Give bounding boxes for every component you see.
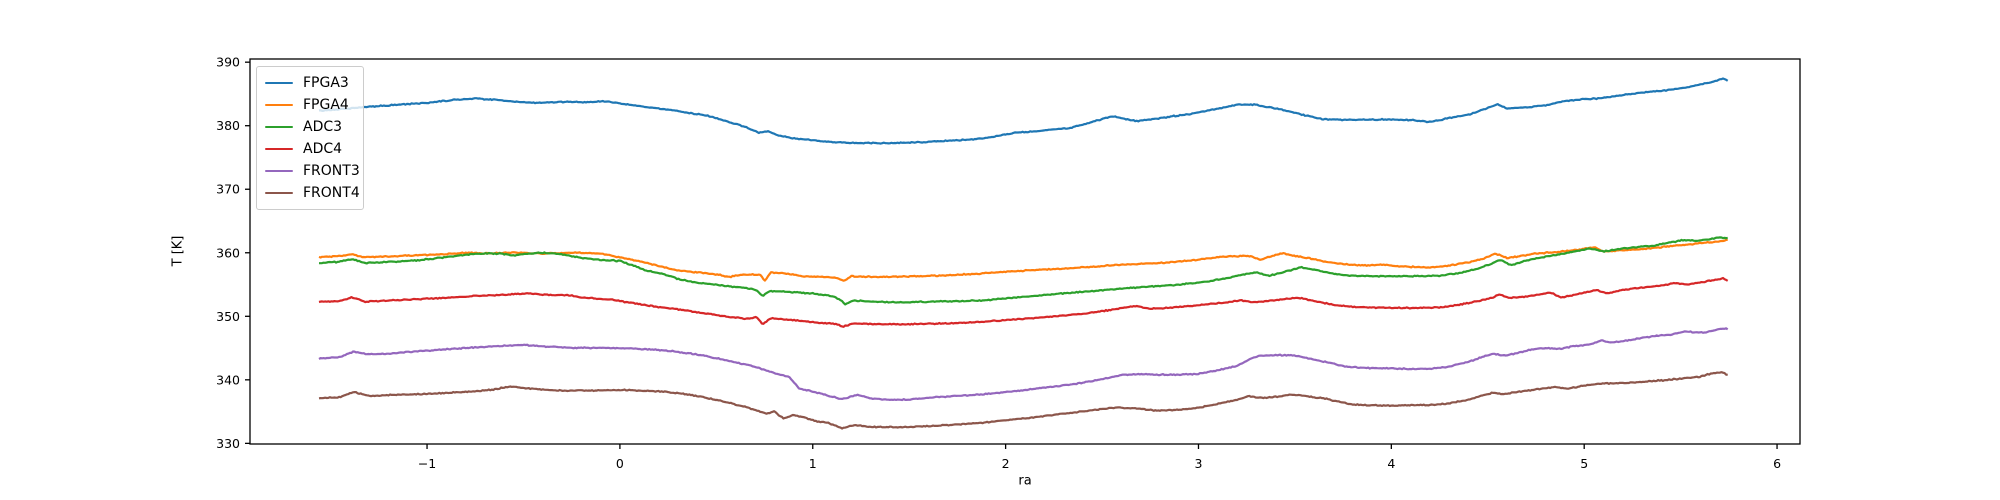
series-line-fpga4 bbox=[318, 238, 1728, 282]
legend-line-swatch bbox=[265, 191, 293, 195]
y-axis-label: T [K] bbox=[170, 235, 186, 267]
x-tick-label: −1 bbox=[418, 456, 436, 471]
legend-line-swatch bbox=[265, 125, 293, 129]
legend-item-adc3: ADC3 bbox=[265, 116, 363, 138]
legend-item-front4: FRONT4 bbox=[265, 182, 363, 204]
legend-line-swatch bbox=[265, 103, 293, 107]
x-tick-label: 2 bbox=[1002, 456, 1010, 471]
legend-line-swatch bbox=[265, 81, 293, 85]
y-tick-label: 340 bbox=[216, 372, 240, 387]
legend-label: FPGA3 bbox=[303, 75, 349, 91]
y-tick-label: 350 bbox=[216, 309, 240, 324]
y-tick-label: 390 bbox=[216, 55, 240, 70]
x-tick-label: 1 bbox=[809, 456, 817, 471]
legend-label: ADC4 bbox=[303, 141, 343, 157]
y-tick-label: 380 bbox=[216, 118, 240, 133]
legend-line-swatch bbox=[265, 169, 293, 173]
series-line-front3 bbox=[318, 327, 1729, 402]
series-line-adc4 bbox=[318, 276, 1729, 328]
x-tick-label: 4 bbox=[1387, 456, 1395, 471]
legend-item-fpga3: FPGA3 bbox=[265, 72, 363, 94]
series-line-fpga3 bbox=[318, 77, 1729, 145]
y-tick-label: 330 bbox=[216, 436, 240, 451]
series-line-adc3 bbox=[319, 236, 1728, 306]
series-line-front4 bbox=[318, 371, 1728, 430]
legend: FPGA3 FPGA4 ADC3 ADC4 FRONT3 FRONT4 bbox=[256, 66, 364, 210]
legend-item-fpga4: FPGA4 bbox=[265, 94, 363, 116]
y-tick-label: 370 bbox=[216, 182, 240, 197]
legend-line-swatch bbox=[265, 147, 293, 151]
legend-label: ADC3 bbox=[303, 119, 343, 135]
y-tick-label: 360 bbox=[216, 245, 240, 260]
x-axis-label: ra bbox=[1018, 473, 1032, 489]
legend-item-adc4: ADC4 bbox=[265, 138, 363, 160]
legend-item-front3: FRONT3 bbox=[265, 160, 363, 182]
legend-label: FRONT3 bbox=[303, 163, 360, 179]
x-tick-label: 6 bbox=[1773, 456, 1781, 471]
legend-label: FPGA4 bbox=[303, 97, 349, 113]
legend-label: FRONT4 bbox=[303, 185, 360, 201]
x-tick-label: 0 bbox=[616, 456, 624, 471]
x-tick-label: 5 bbox=[1580, 456, 1588, 471]
x-tick-label: 3 bbox=[1194, 456, 1202, 471]
plot-spines bbox=[249, 58, 1801, 445]
